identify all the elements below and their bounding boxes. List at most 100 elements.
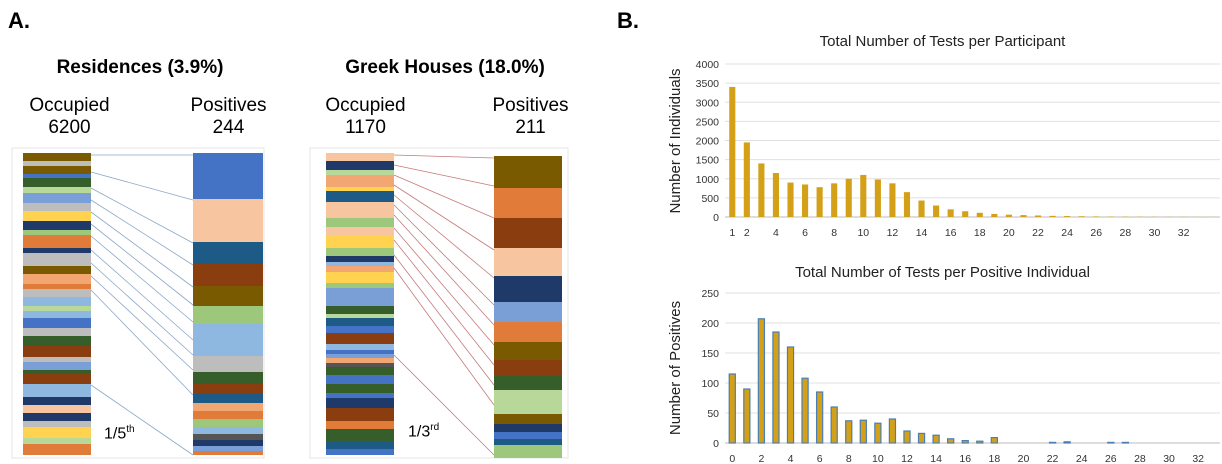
chart-1-ytick-label: 3500 [696, 78, 720, 90]
residences-occupied-column-stripe [23, 346, 91, 357]
greek-occupied-column-stripe [326, 266, 394, 272]
greek-positives-column-stripe [494, 248, 562, 276]
greek-occupied-column-stripe [326, 350, 394, 354]
chart-1-xtick-label: 20 [1003, 227, 1015, 239]
chart-1-bar [802, 184, 809, 217]
residences-occupied-column-stripe [23, 221, 91, 230]
residences-occupied-column-stripe [23, 248, 91, 253]
chart-1-ytick-label: 1500 [696, 155, 720, 167]
chart-2-title: Total Number of Tests per Positive Indiv… [795, 264, 1090, 281]
greek-occupied-column-stripe [326, 248, 394, 256]
chart-2-bar [947, 438, 955, 444]
greek-occupied-column-stripe [326, 288, 394, 298]
chart-1-xtick-label: 16 [945, 227, 957, 239]
chart-2-bar [1121, 441, 1130, 444]
greek-occupied-column-stripe [326, 367, 394, 375]
chart-2-xtick-label: 4 [788, 453, 794, 464]
greek-occupied-column-stripe [326, 318, 394, 326]
chart-2-bar [976, 440, 984, 444]
chart-2-bar [815, 391, 824, 444]
chart-1-xtick-label: 14 [916, 227, 928, 239]
chart-2-bar [903, 430, 911, 444]
greek-title: Greek Houses (18.0%) [345, 57, 545, 78]
residences-occupied-column-stripe [23, 187, 91, 193]
greek-positives-column-stripe [494, 276, 562, 302]
chart-1-xtick-label: 6 [802, 227, 808, 239]
chart-2-bar [874, 422, 882, 444]
greek-occupied-column-stripe [326, 384, 394, 393]
residences-occupied-column-stripe [23, 370, 91, 374]
panel-a-letter: A. [8, 8, 30, 33]
greek-occupied-column-stripe [326, 227, 394, 236]
panel-b-letter: B. [617, 8, 639, 33]
chart-2-ytick-label: 250 [701, 288, 719, 300]
residences-occupied-column-stripe [23, 253, 91, 266]
greek-occupied-column-stripe [326, 298, 394, 306]
chart-1-xtick-label: 24 [1061, 227, 1073, 239]
residences-fan-line [90, 235, 194, 323]
greek-fan-line [393, 164, 495, 187]
residences-occupied-column-stripe [23, 322, 91, 328]
chart-1-bar [1078, 216, 1085, 217]
chart-2-xtick-label: 16 [959, 453, 971, 464]
greek-positives-column-stripe [494, 414, 562, 424]
residences-occupied-column-stripe [23, 405, 91, 413]
residences-positives-column-stripe [193, 434, 263, 440]
residences-occupied-column-stripe [23, 374, 91, 384]
residences-positives-column-stripe [193, 356, 263, 372]
chart-2-xtick-label: 12 [901, 453, 913, 464]
greek-occupied-header: Occupied 1170 [308, 95, 423, 139]
residences-positives-value: 244 [212, 117, 245, 138]
chart-1-xtick-label: 8 [831, 227, 837, 239]
greek-occupied-column-stripe [326, 191, 394, 202]
residences-positives-column-stripe [193, 446, 263, 451]
residences-occupied-column-stripe [23, 235, 91, 248]
residences-occupied-column-stripe [23, 203, 91, 211]
residences-positives-column-stripe [193, 340, 263, 356]
greek-occupied-column-stripe [326, 223, 394, 227]
greek-positives-column-stripe [494, 424, 562, 432]
greek-occupied-column-stripe [326, 212, 394, 218]
chart-2-bar [845, 420, 853, 444]
chart-1-bar [743, 142, 750, 217]
chart-2-bar [961, 440, 969, 444]
chart-2-bar [786, 346, 795, 444]
chart-1-bar [831, 183, 838, 217]
residences-positives-column-stripe [193, 372, 263, 384]
residences-occupied-header: Occupied 6200 [12, 95, 127, 139]
chart-2-bar [772, 331, 780, 444]
greek-positives-column-stripe [494, 188, 562, 218]
chart-1-xtick-label: 1 [729, 227, 735, 239]
greek-occupied-column-stripe [326, 375, 394, 384]
residences-positives-column-stripe [193, 384, 263, 394]
greek-fan-line [393, 204, 495, 306]
residences-positives-column-stripe [193, 394, 263, 403]
chart-1-xtick-label: 18 [974, 227, 986, 239]
residences-positives-column-stripe [193, 324, 263, 340]
chart-1-bar [845, 178, 852, 217]
residences-occupied-column-stripe [23, 178, 91, 187]
chart-2-xtick-label: 30 [1163, 453, 1175, 464]
residences-occupied-column-stripe [23, 161, 91, 166]
residences-occupied-column-stripe [23, 421, 91, 427]
residences-positives-column-stripe [193, 419, 263, 427]
chart-1-bar [903, 192, 911, 217]
chart-1-ytick-label: 4000 [696, 59, 720, 71]
chart-1-bar [1064, 216, 1071, 217]
chart-1-bar [933, 205, 940, 217]
residences-occupied-column-stripe [23, 362, 91, 370]
chart-1-ytick-label: 2000 [696, 136, 720, 148]
residences-positives-column-stripe [193, 286, 263, 306]
chart-1-ytick-label: 1000 [696, 174, 720, 186]
greek-occupied-column-stripe [326, 236, 394, 248]
greek-positives-column-stripe [494, 302, 562, 322]
greek-occupied-column-stripe [326, 429, 394, 441]
chart-1-title: Total Number of Tests per Participant [820, 33, 1067, 50]
residences-ratio-sup: th [126, 424, 135, 435]
greek-occupied-column-stripe [326, 175, 394, 187]
residences-ratio-base: 1/5 [104, 425, 127, 443]
residences-occupied-column-stripe [23, 311, 91, 318]
residences-occupied-column-stripe [23, 357, 91, 362]
greek-fan-line [393, 267, 495, 406]
greek-ratio: 1/3rd [408, 422, 439, 441]
